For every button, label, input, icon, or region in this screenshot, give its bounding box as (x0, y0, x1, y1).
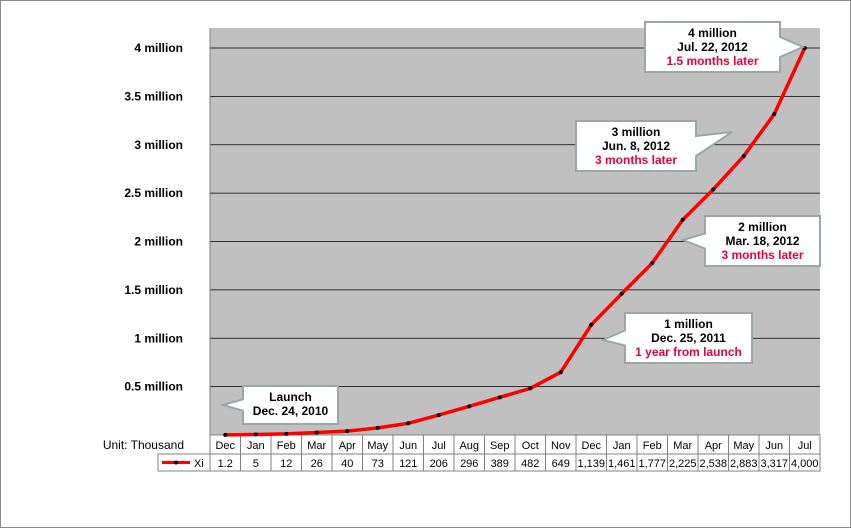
data-point (375, 425, 380, 430)
data-table-value: 3,317 (760, 458, 788, 470)
callout-box (644, 21, 806, 73)
callout-box (219, 385, 339, 425)
y-tick-label: 1.5 million (124, 283, 183, 297)
data-point (406, 421, 411, 426)
data-table-value: 12 (280, 458, 292, 470)
x-tick-label: Nov (551, 440, 571, 452)
data-table-value: 206 (430, 458, 448, 470)
x-tick-label: Dec (215, 440, 235, 452)
data-point (589, 322, 594, 327)
data-table-value: 1,461 (608, 458, 636, 470)
x-tick-label: Jan (613, 440, 631, 452)
data-point (253, 432, 258, 437)
y-tick-label: 4 million (134, 41, 183, 55)
y-tick-label: 1 million (134, 331, 183, 345)
data-table-value: 2,225 (669, 458, 697, 470)
x-tick-label: Apr (705, 440, 722, 452)
data-table-value: 40 (341, 458, 353, 470)
data-table-value: 1,139 (577, 458, 605, 470)
x-tick-label: Oct (522, 440, 539, 452)
data-point (528, 386, 533, 391)
callout-note: 1.5 months later (666, 54, 758, 68)
callout-note: 3 months later (721, 248, 803, 262)
callout-text: Dec. 24, 2010 (253, 404, 329, 418)
data-point (497, 395, 502, 400)
legend-label: Xi (194, 458, 204, 470)
data-point (650, 261, 655, 266)
data-table-value: 649 (552, 458, 570, 470)
data-point (772, 112, 777, 117)
y-tick-label: 3 million (134, 138, 183, 152)
data-point (345, 429, 350, 434)
data-table-value: 2,538 (699, 458, 727, 470)
callout-text: Jul. 22, 2012 (677, 40, 748, 54)
data-point (558, 370, 563, 375)
callout-text: Launch (269, 390, 312, 404)
x-tick-label: Jun (765, 440, 783, 452)
data-table-value: 1.2 (218, 458, 233, 470)
x-tick-label: Aug (459, 440, 479, 452)
x-tick-label: Jul (432, 440, 446, 452)
y-tick-label: 2.5 million (124, 186, 183, 200)
callout-text: Dec. 25, 2011 (651, 331, 726, 345)
x-tick-label: Jul (798, 440, 812, 452)
x-tick-label: Feb (643, 440, 662, 452)
x-tick-label: Feb (277, 440, 296, 452)
data-point (314, 430, 319, 435)
callout-text: Jun. 8, 2012 (602, 139, 670, 153)
callout-note: 1 year from launch (635, 345, 742, 359)
x-tick-label: Jun (399, 440, 417, 452)
data-point (436, 413, 441, 418)
x-tick-label: May (733, 440, 754, 452)
data-point (467, 404, 472, 409)
unit-label: Unit: Thousand (103, 438, 184, 452)
data-table-value: 1,777 (638, 458, 666, 470)
data-point (284, 431, 289, 436)
callout-box (575, 120, 733, 172)
callout-note: 3 months later (595, 153, 677, 167)
callout-text: 2 million (738, 220, 787, 234)
y-tick-label: 3.5 million (124, 89, 183, 103)
x-tick-label: Sep (490, 440, 510, 452)
x-tick-label: May (367, 440, 388, 452)
data-table-value: 389 (491, 458, 509, 470)
data-table-value: 26 (311, 458, 323, 470)
data-table-value: 5 (253, 458, 259, 470)
data-table-value: 73 (372, 458, 384, 470)
callout-box (599, 312, 753, 364)
legend-swatch-marker (174, 460, 178, 465)
callout-box (679, 215, 821, 267)
x-tick-label: Mar (673, 440, 692, 452)
series-line-xi (225, 47, 807, 437)
y-tick-label: 0.5 million (124, 380, 183, 394)
x-tick-label: Apr (339, 440, 356, 452)
y-tick-label: 2 million (134, 235, 183, 249)
data-table-value: 121 (399, 458, 417, 470)
data-table-value: 4,000 (791, 458, 819, 470)
x-tick-label: Dec (581, 440, 601, 452)
callout-text: 3 million (612, 125, 661, 139)
data-point (680, 217, 685, 222)
data-point (741, 154, 746, 159)
callout-text: 1 million (664, 317, 713, 331)
x-tick-label: Jan (247, 440, 265, 452)
data-table-value: 482 (521, 458, 539, 470)
callout-text: 4 million (688, 26, 737, 40)
callout-text: Mar. 18, 2012 (725, 234, 799, 248)
data-point (619, 291, 624, 296)
data-point (711, 187, 716, 192)
x-tick-label: Mar (307, 440, 326, 452)
data-table-value: 2,883 (730, 458, 758, 470)
data-point (223, 432, 228, 437)
data-table-value: 296 (460, 458, 478, 470)
